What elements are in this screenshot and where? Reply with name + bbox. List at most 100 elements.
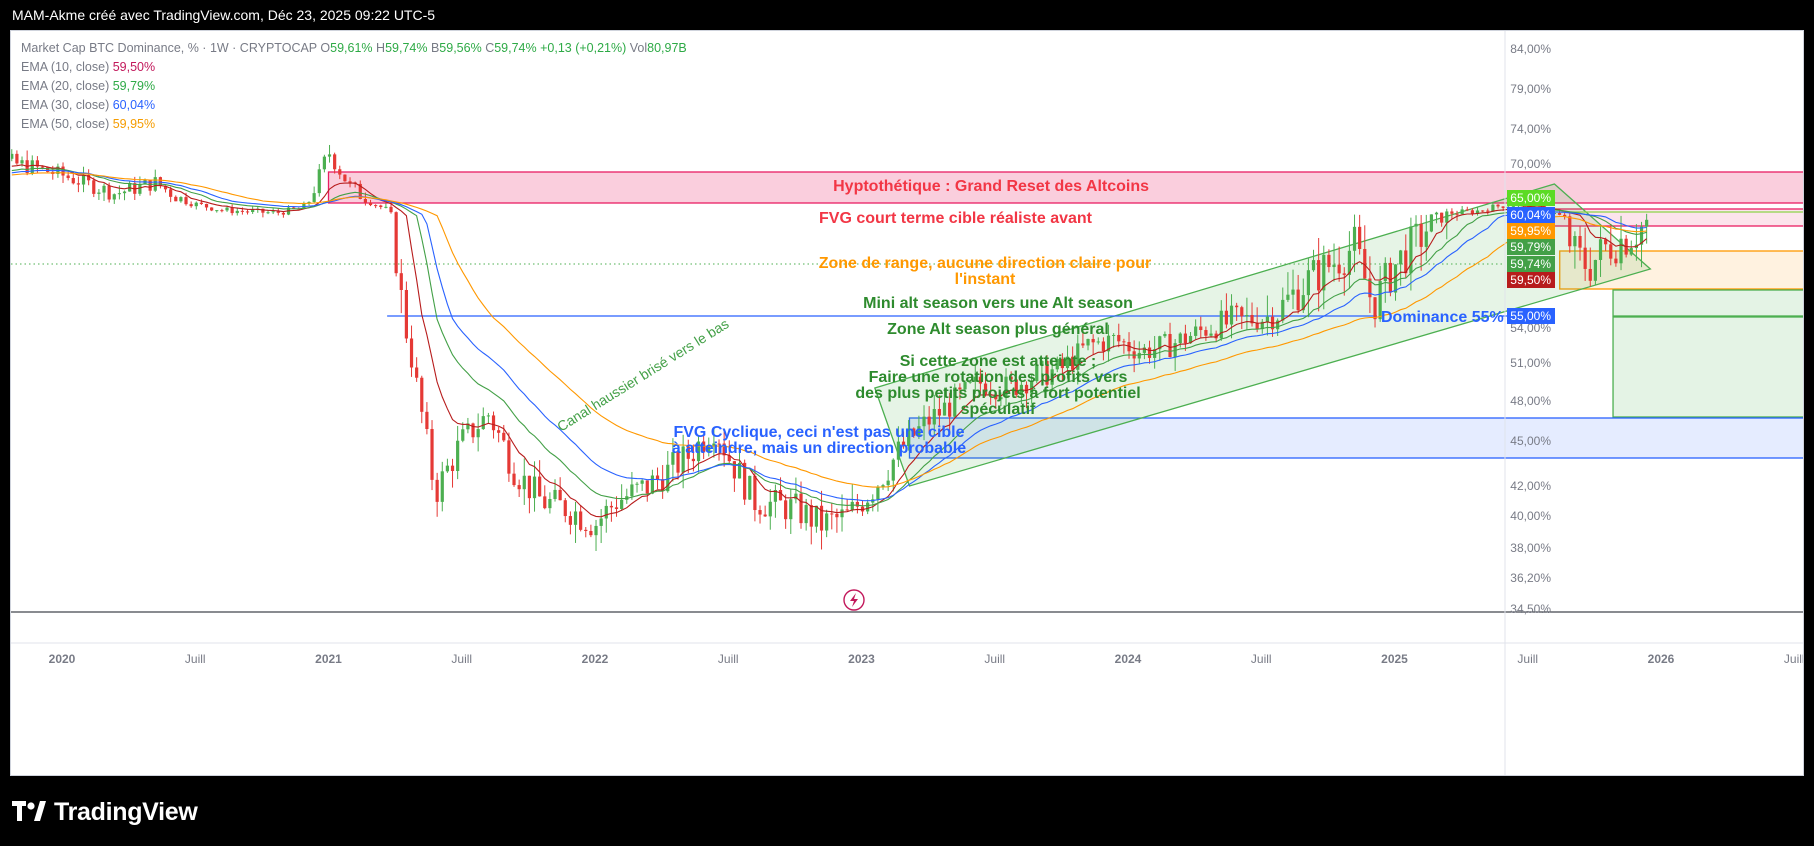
candle-body [1588, 268, 1592, 281]
ema30-line[interactable] [11, 169, 1647, 502]
time-tick-label: 2021 [315, 652, 342, 666]
alt-zone-line5: spéculatif [961, 401, 1036, 418]
candle-body [1229, 305, 1234, 325]
candle-body [368, 202, 373, 206]
candle-body [497, 430, 501, 433]
candle-body [276, 211, 280, 213]
symbol-name[interactable]: Market Cap BTC Dominance, % · 1W · CRYPT… [21, 41, 317, 55]
candle-body [630, 484, 634, 497]
candle-body [1112, 334, 1116, 336]
candle-body [107, 185, 111, 200]
candle-body [568, 516, 572, 525]
candle-body [1645, 219, 1649, 227]
time-tick-label: 2020 [49, 652, 76, 666]
candle-body [1030, 381, 1034, 394]
price-tick-label: 38,00% [1510, 541, 1551, 555]
ema20-line[interactable] [11, 167, 1647, 507]
ema30-price-badge[interactable] [1507, 207, 1555, 223]
candle-body [112, 194, 116, 200]
lightning-icon[interactable] [843, 589, 865, 611]
candle-body [891, 459, 895, 481]
price-tick-label: 34,50% [1510, 602, 1551, 616]
chart-frame[interactable]: Hyptothétique : Grand Reset des Altcoins… [10, 30, 1804, 776]
candle-body [394, 212, 398, 274]
candle-body [804, 505, 808, 524]
candle-body [30, 160, 34, 174]
candle-body [189, 204, 193, 207]
candle-body [1619, 238, 1623, 264]
candle-body [835, 513, 839, 518]
candle-body [579, 511, 583, 530]
candle-body [650, 475, 654, 494]
candles[interactable] [11, 144, 1649, 551]
candle-body [1363, 248, 1367, 279]
close-value: 59,74% [494, 41, 537, 55]
ema20-legend-row[interactable]: EMA (20, close) 59,79% [21, 77, 687, 96]
candle-body [1629, 248, 1633, 255]
candle-body [1071, 356, 1075, 370]
candle-body [440, 471, 444, 502]
ema50-line[interactable] [11, 172, 1647, 488]
candle-body [66, 175, 70, 179]
candle-body [850, 501, 854, 511]
candle-body [809, 505, 813, 527]
candle-body [886, 480, 890, 486]
candle-body [1424, 231, 1428, 247]
candle-body [420, 377, 424, 412]
mini-alt-zone[interactable] [1612, 289, 1803, 317]
last-price-badge[interactable] [1507, 256, 1555, 272]
ema30-legend-row[interactable]: EMA (30, close) 60,04% [21, 96, 687, 115]
ema10-line[interactable] [11, 164, 1647, 518]
candle-body [1235, 305, 1239, 308]
candle-body [1055, 358, 1059, 370]
candle-body [927, 416, 931, 425]
candle-body [522, 475, 526, 490]
ema50-legend-row[interactable]: EMA (50, close) 59,95% [21, 115, 687, 134]
ema50-price-badge[interactable] [1507, 223, 1555, 239]
channel-label: Canal haussier brisé vers le bas [554, 315, 731, 434]
candle-body [87, 174, 91, 181]
candle-body [1091, 338, 1095, 343]
tradingview-logo[interactable]: TradingView [12, 795, 198, 829]
dominance-price-badge[interactable] [1507, 308, 1555, 324]
candle-body [415, 367, 419, 378]
candle-body [1342, 273, 1346, 275]
candle-body [1301, 295, 1305, 311]
candle-body [399, 273, 403, 290]
candle-body [281, 212, 285, 215]
candle-body [968, 381, 972, 383]
candle-body [322, 156, 326, 170]
candle-body [358, 183, 362, 200]
candle-body [1286, 294, 1290, 300]
candle-body [1081, 343, 1085, 346]
candle-body [491, 415, 496, 431]
candle-body [102, 185, 106, 193]
grand-reset-zone[interactable] [327, 171, 1804, 204]
candle-body [35, 160, 39, 167]
candle-body [1496, 204, 1500, 207]
ema50-price-label: 59,95% [1510, 224, 1551, 238]
candle-body [907, 428, 911, 447]
candle-body [97, 192, 101, 194]
price-tick-label: 74,00% [1510, 122, 1551, 136]
candle-body [317, 169, 321, 194]
candle-body [502, 432, 506, 441]
ema20-price-badge[interactable] [1507, 239, 1555, 255]
candle-body [819, 505, 824, 531]
candle-body [558, 489, 562, 501]
alt-season-zone[interactable] [1612, 316, 1803, 418]
price-level-65-badge[interactable] [1507, 190, 1555, 206]
ema10-legend-row[interactable]: EMA (10, close) 59,50% [21, 58, 687, 77]
ema10-price-badge[interactable] [1507, 272, 1555, 288]
ema50-label: EMA (50, close) [21, 117, 110, 131]
change-value: +0,13 (+0,21%) [540, 41, 627, 55]
candle-body [169, 189, 173, 197]
price-chart[interactable]: Hyptothétique : Grand Reset des Altcoins… [11, 31, 1803, 775]
candle-body [825, 513, 829, 531]
time-tick-label: Juill [984, 652, 1005, 666]
candle-body [199, 202, 203, 204]
candle-body [1593, 259, 1597, 281]
price-tick-label: 51,00% [1510, 356, 1551, 370]
candle-body [138, 184, 142, 194]
ema30-price-label: 60,04% [1510, 208, 1551, 222]
